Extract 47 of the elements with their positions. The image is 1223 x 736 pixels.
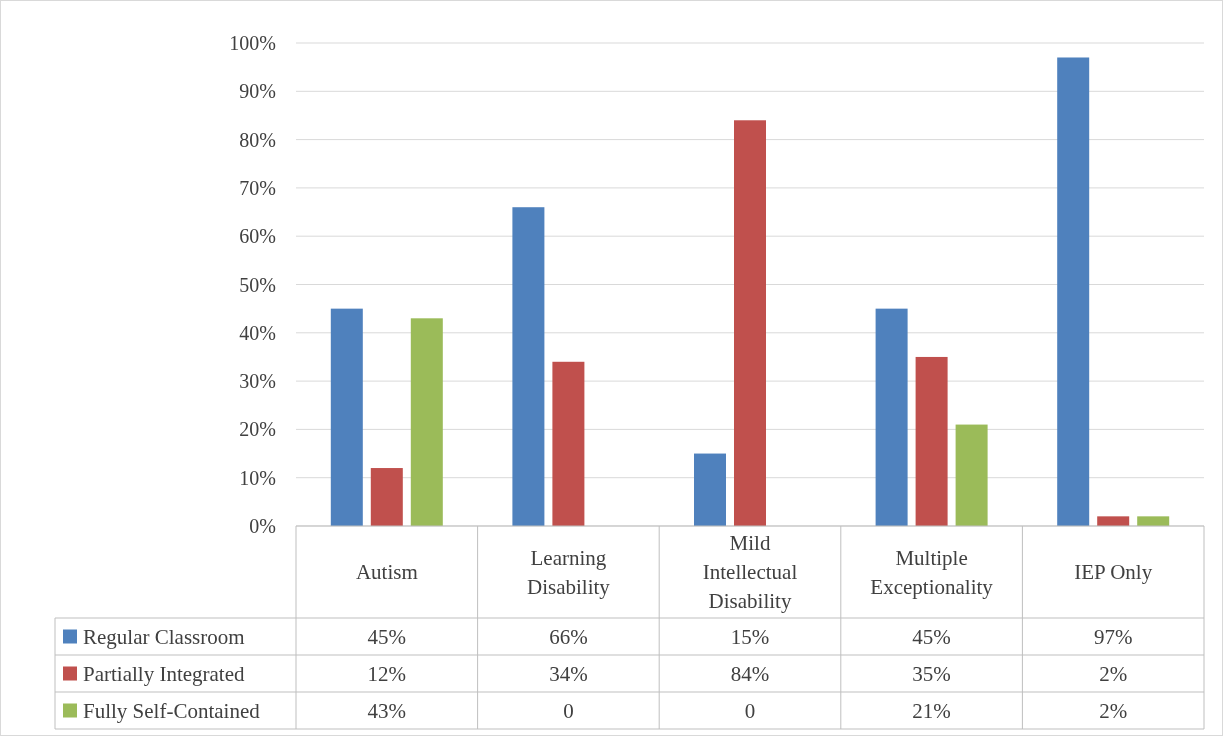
data-label: 2% [1099, 698, 1128, 723]
data-label: 97% [1093, 624, 1133, 649]
y-tick-label: 90% [239, 80, 276, 103]
bar [915, 356, 948, 526]
y-tick-label: 50% [239, 273, 276, 296]
data-label: 12% [367, 661, 407, 686]
data-label: 2% [1099, 661, 1128, 686]
x-tick-label: IEP Only [1074, 560, 1153, 585]
data-label: 0 [563, 698, 574, 723]
legend-label: Regular Classroom [83, 624, 245, 649]
data-label: 66% [549, 624, 588, 649]
bar [955, 424, 988, 526]
y-tick-label: 80% [239, 128, 276, 151]
y-tick-label: 70% [239, 176, 276, 199]
data-label: 15% [730, 624, 770, 649]
x-tick-label: Multiple Exceptionality [870, 545, 994, 599]
y-tick-label: 100% [229, 32, 276, 54]
data-label: 21% [912, 698, 951, 723]
bar [875, 308, 908, 526]
data-label: 45% [912, 624, 951, 649]
bar [694, 453, 726, 526]
y-tick-label: 10% [239, 466, 276, 489]
data-label: 43% [367, 698, 407, 723]
y-tick-label: 20% [239, 418, 276, 441]
bar [512, 207, 545, 526]
y-tick-label: 30% [239, 370, 276, 393]
x-tick-label: Mild Intellectual Disability [702, 531, 798, 614]
bar [734, 120, 766, 526]
legend-label: Partially Integrated [83, 661, 246, 686]
bar [1137, 516, 1170, 526]
bar [1097, 516, 1130, 526]
data-label: 45% [367, 624, 407, 649]
y-tick-label: 0% [249, 515, 276, 537]
bar [410, 318, 443, 526]
data-label: 35% [912, 661, 951, 686]
bar [1057, 57, 1090, 526]
x-tick-label: Learning Disability [526, 545, 611, 599]
y-tick-label: 60% [239, 225, 276, 248]
y-tick-label: 40% [239, 321, 276, 344]
legend-label: Fully Self-Contained [83, 698, 261, 723]
bar [370, 468, 403, 526]
bar [552, 361, 585, 526]
data-label: 0 [744, 698, 756, 723]
x-tick-label: Autism [355, 560, 418, 585]
data-label: 34% [549, 661, 588, 686]
data-label: 84% [730, 661, 770, 686]
bar [330, 308, 363, 526]
